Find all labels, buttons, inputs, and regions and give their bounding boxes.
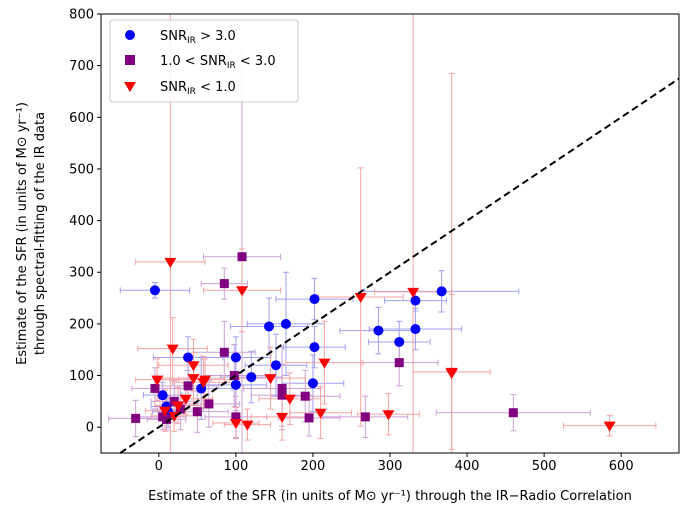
- data-point-snr-low: [158, 406, 171, 417]
- data-point-snr-high: [309, 294, 320, 305]
- data-point-snr-high: [230, 379, 241, 390]
- data-point-snr-low: [407, 287, 420, 298]
- data-point-snr-low: [354, 293, 367, 304]
- data-point-snr-low: [276, 412, 289, 423]
- data-point-snr-mid: [394, 358, 404, 368]
- y-tick-label: 400: [69, 214, 94, 229]
- data-point-snr-low: [382, 410, 395, 421]
- y-tick-label: 100: [69, 369, 94, 384]
- x-axis-ticks: 0 100 200 300 400 500 600: [155, 453, 634, 474]
- data-point-snr-high: [436, 286, 447, 297]
- data-point-snr-low: [172, 401, 185, 412]
- data-point-snr-mid: [237, 252, 247, 262]
- data-point-snr-mid: [131, 413, 141, 423]
- x-tick-label: 400: [455, 459, 480, 474]
- data-point-snr-high: [309, 342, 320, 353]
- y-axis-label-line1: Estimate of the SFR (in units of M⊙ yr⁻¹…: [15, 102, 30, 365]
- data-point-snr-high: [230, 352, 241, 363]
- legend-label-snr-mid: 1.0 < SNRIR < 3.0: [160, 54, 276, 71]
- y-tick-label: 500: [69, 162, 94, 177]
- legend-marker-snr-high: [125, 30, 135, 40]
- data-point-snr-low: [236, 286, 249, 297]
- data-point-snr-mid: [204, 399, 214, 409]
- data-point-snr-mid: [300, 391, 310, 401]
- data-point-snr-high: [183, 352, 194, 363]
- x-tick-label: 200: [301, 459, 326, 474]
- y-tick-label: 0: [86, 421, 94, 436]
- legend: SNRIR > 3.0 1.0 < SNRIR < 3.0 SNRIR < 1.…: [109, 19, 299, 103]
- data-point-snr-mid: [183, 381, 193, 391]
- y-axis-ticks: 0 100 200 300 400 500 600 700 800: [69, 8, 101, 436]
- data-point-snr-low: [187, 361, 200, 372]
- data-point-snr-high: [280, 318, 291, 329]
- legend-label-snr-low: SNRIR < 1.0: [160, 80, 236, 97]
- data-point-snr-mid: [277, 383, 287, 393]
- data-point-snr-mid: [508, 408, 518, 418]
- data-point-snr-low: [318, 358, 331, 369]
- data-point-snr-high: [246, 372, 257, 383]
- data-markers: [131, 252, 616, 432]
- data-point-snr-high: [149, 285, 160, 296]
- data-point-snr-high: [264, 321, 275, 332]
- data-point-snr-low: [314, 408, 327, 419]
- data-point-snr-low: [603, 421, 616, 432]
- data-point-snr-low: [164, 257, 177, 268]
- data-point-snr-low: [179, 394, 192, 405]
- x-axis-label: Estimate of the SFR (in units of M⊙ yr⁻¹…: [148, 489, 632, 504]
- data-point-snr-mid: [219, 279, 229, 289]
- y-tick-label: 300: [69, 266, 94, 281]
- plot-frame: [100, 13, 680, 454]
- data-point-snr-mid: [304, 413, 314, 423]
- data-point-snr-mid: [150, 383, 160, 393]
- data-point-snr-mid: [175, 404, 185, 414]
- data-point-snr-low: [264, 374, 277, 385]
- data-point-snr-high: [270, 360, 281, 371]
- data-point-snr-low: [283, 394, 296, 405]
- data-point-snr-low: [166, 344, 179, 355]
- x-tick-label: 100: [223, 459, 248, 474]
- reference-line: [119, 77, 680, 454]
- data-point-snr-low: [199, 375, 212, 386]
- x-tick-label: 0: [155, 459, 163, 474]
- legend-box: [109, 19, 299, 103]
- data-point-snr-mid: [231, 412, 241, 422]
- x-tick-label: 500: [532, 459, 557, 474]
- data-point-snr-low: [187, 374, 200, 385]
- data-point-snr-low: [229, 419, 242, 430]
- data-point-snr-low: [151, 375, 164, 386]
- legend-label-snr-high: SNRIR > 3.0: [160, 29, 236, 46]
- data-point-snr-mid: [162, 414, 172, 424]
- data-point-snr-low: [241, 420, 254, 431]
- data-point-snr-high: [410, 324, 421, 335]
- data-point-snr-high: [394, 336, 405, 347]
- y-tick-label: 800: [69, 8, 94, 23]
- y-tick-label: 700: [69, 59, 94, 74]
- data-point-snr-mid: [192, 407, 202, 417]
- y-axis-label-line2: through spectral-fitting of the IR data: [33, 112, 48, 355]
- data-point-snr-mid: [219, 347, 229, 357]
- data-point-snr-high: [373, 325, 384, 336]
- y-tick-label: 200: [69, 317, 94, 332]
- data-point-snr-mid: [169, 396, 179, 406]
- data-point-snr-low: [445, 368, 458, 379]
- data-point-snr-high: [410, 295, 421, 306]
- data-point-snr-mid: [277, 390, 287, 400]
- legend-marker-snr-mid: [125, 55, 135, 65]
- x-tick-label: 600: [609, 459, 634, 474]
- legend-marker-snr-low: [124, 82, 136, 92]
- y-tick-label: 600: [69, 111, 94, 126]
- data-point-snr-high: [307, 378, 318, 389]
- x-tick-label: 300: [378, 459, 403, 474]
- data-point-snr-mid: [360, 412, 370, 422]
- data-point-snr-high: [157, 390, 168, 401]
